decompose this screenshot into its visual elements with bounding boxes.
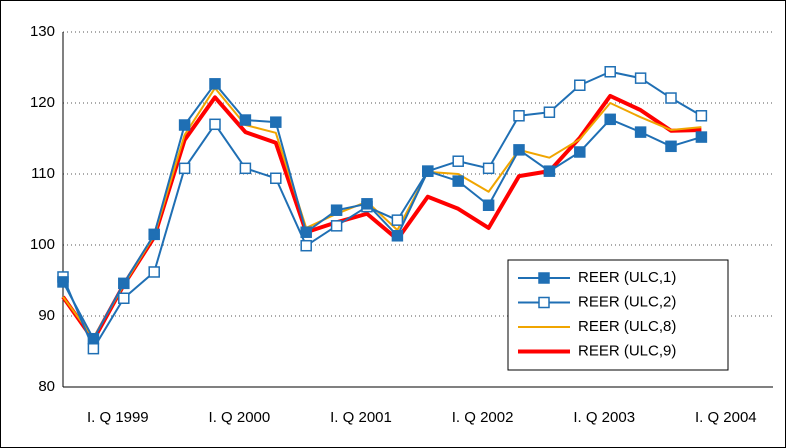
x-tick-label: I. Q 2002 bbox=[452, 409, 514, 426]
y-tick-label: 90 bbox=[38, 307, 55, 324]
data-point bbox=[695, 131, 708, 143]
legend-label: REER (ULC,2) bbox=[578, 293, 676, 310]
data-point bbox=[513, 144, 525, 156]
data-point bbox=[391, 230, 404, 242]
data-point bbox=[604, 113, 616, 126]
y-tick-label: 120 bbox=[30, 94, 55, 111]
data-point bbox=[695, 110, 708, 122]
data-point bbox=[665, 92, 677, 104]
data-point bbox=[209, 118, 221, 131]
series-line bbox=[62, 82, 702, 340]
data-point bbox=[634, 126, 647, 138]
data-point bbox=[270, 172, 282, 185]
data-point bbox=[300, 226, 312, 238]
data-point bbox=[482, 162, 495, 175]
data-point bbox=[452, 175, 464, 187]
data-point bbox=[330, 204, 343, 216]
legend-label: REER (ULC,8) bbox=[578, 318, 676, 335]
y-tick-label: 80 bbox=[38, 378, 55, 395]
data-point bbox=[239, 162, 252, 175]
data-point bbox=[665, 140, 677, 153]
y-tick-label: 100 bbox=[30, 236, 55, 253]
series-line bbox=[62, 70, 702, 350]
data-point bbox=[300, 239, 312, 252]
series-line bbox=[62, 87, 702, 340]
data-point bbox=[574, 146, 586, 158]
data-point bbox=[574, 79, 586, 91]
data-point bbox=[604, 66, 616, 78]
x-tick-label: I. Q 2000 bbox=[209, 409, 271, 426]
data-point bbox=[148, 266, 160, 278]
data-point bbox=[422, 165, 434, 177]
data-point bbox=[452, 155, 464, 167]
data-point bbox=[118, 292, 130, 304]
legend-marker bbox=[538, 272, 550, 284]
data-point bbox=[57, 276, 69, 288]
data-point bbox=[87, 332, 100, 345]
data-point bbox=[543, 165, 556, 177]
x-tick-label: I. Q 1999 bbox=[87, 409, 149, 426]
x-tick-label: I. Q 2004 bbox=[695, 409, 757, 426]
data-point bbox=[513, 110, 525, 122]
data-point bbox=[87, 342, 100, 355]
data-point bbox=[270, 116, 282, 128]
data-point bbox=[239, 114, 252, 126]
data-point bbox=[361, 198, 373, 210]
data-point bbox=[209, 78, 221, 90]
data-point bbox=[543, 106, 556, 118]
data-point bbox=[482, 199, 495, 211]
data-point bbox=[148, 228, 160, 241]
data-point bbox=[178, 119, 191, 131]
legend-label: REER (ULC,1) bbox=[578, 269, 676, 286]
data-point bbox=[178, 162, 191, 175]
y-tick-label: 130 bbox=[30, 23, 55, 40]
data-point bbox=[330, 220, 343, 232]
x-tick-label: I. Q 2003 bbox=[573, 409, 635, 426]
x-tick-label: I. Q 2001 bbox=[330, 409, 392, 426]
legend-label: REER (ULC,9) bbox=[578, 342, 676, 359]
data-point bbox=[634, 72, 647, 84]
data-point bbox=[118, 277, 130, 290]
legend-marker bbox=[538, 296, 550, 309]
data-point bbox=[391, 214, 404, 226]
y-tick-label: 110 bbox=[31, 165, 55, 182]
